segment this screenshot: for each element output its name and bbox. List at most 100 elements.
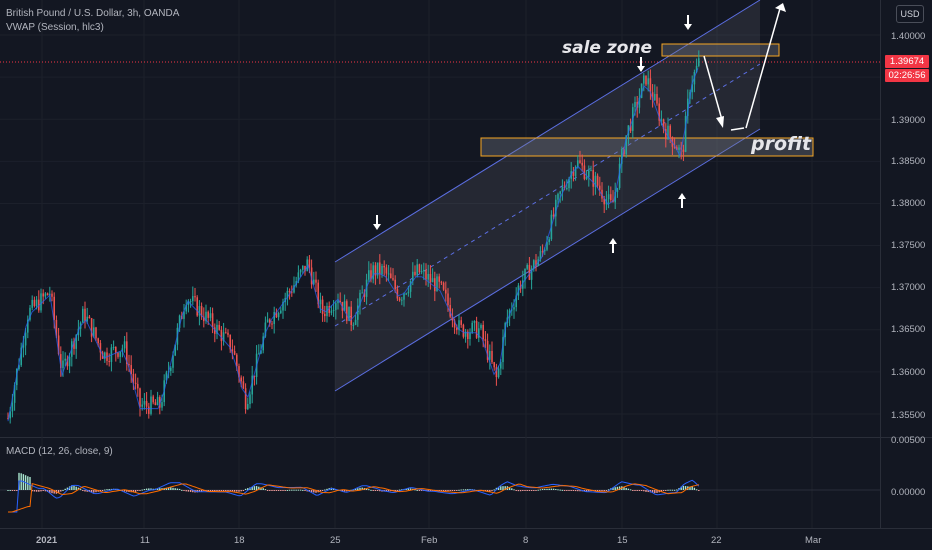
candle-body — [328, 305, 330, 313]
candle-body — [651, 92, 654, 101]
macd-histogram-bar — [416, 489, 418, 491]
candle-body — [137, 384, 139, 389]
candle-body — [568, 178, 570, 189]
candle-body — [128, 363, 130, 366]
macd-histogram-bar — [35, 490, 38, 492]
macd-histogram-bar — [101, 490, 104, 491]
macd-histogram-bar — [315, 490, 317, 493]
candle-body — [11, 402, 14, 412]
candle-body — [288, 290, 291, 292]
macd-histogram-bar — [143, 489, 146, 491]
macd-histogram-bar — [178, 488, 181, 490]
symbol-legend[interactable]: British Pound / U.S. Dollar, 3h, OANDA — [6, 8, 180, 19]
macd-histogram-bar — [33, 490, 36, 492]
candle-body — [148, 406, 150, 414]
macd-histogram-bar — [159, 488, 161, 490]
arrow-up-icon — [678, 193, 686, 199]
candle-body — [548, 239, 550, 243]
candle-body — [27, 319, 29, 333]
macd-histogram-bar — [64, 488, 66, 490]
macd-histogram-bar — [185, 490, 187, 492]
candle-body — [638, 97, 641, 108]
macd-histogram-bar — [148, 488, 150, 490]
macd-histogram-bar — [156, 488, 159, 490]
candle-body — [354, 319, 357, 325]
candle-body — [486, 340, 489, 360]
candle-body — [392, 278, 394, 280]
macd-histogram-bar — [491, 490, 493, 492]
candle-body — [385, 267, 388, 274]
candle-body — [172, 355, 174, 368]
macd-histogram-bar — [596, 490, 599, 491]
macd-histogram-bar — [247, 488, 249, 490]
candle-body — [174, 344, 176, 356]
candle-body — [357, 305, 359, 320]
candle-body — [46, 293, 49, 296]
candle-body — [614, 192, 616, 203]
candle-body — [577, 160, 579, 167]
candle-body — [528, 265, 531, 280]
macd-histogram-bar — [511, 488, 513, 490]
candle-body — [546, 242, 548, 250]
macd-histogram-bar — [638, 490, 641, 491]
macd-histogram-bar — [40, 490, 42, 492]
candle-body — [117, 352, 119, 357]
macd-histogram-bar — [601, 490, 603, 491]
profit-zone — [480, 137, 814, 157]
candle-body — [676, 147, 678, 150]
candle-body — [332, 309, 335, 311]
candle-body — [407, 291, 410, 294]
candle-body — [561, 186, 564, 192]
candle-body — [112, 346, 115, 348]
profit-label: profit — [751, 133, 812, 155]
candle-body — [524, 268, 526, 281]
candle-body — [691, 84, 693, 93]
macd-legend[interactable]: MACD (12, 26, close, 9) — [6, 446, 113, 457]
macd-histogram-bar — [255, 486, 258, 490]
macd-histogram-bar — [427, 490, 429, 492]
macd-histogram-bar — [357, 488, 359, 490]
currency-button[interactable]: USD — [896, 5, 924, 23]
candle-body — [207, 311, 209, 318]
macd-histogram-bar — [618, 486, 621, 490]
candle-body — [99, 343, 102, 353]
candle-body — [185, 305, 187, 312]
candle-body — [266, 319, 269, 323]
macd-histogram-bar — [75, 486, 77, 490]
candle-body — [203, 316, 205, 322]
candle-body — [368, 270, 370, 280]
candle-body — [526, 265, 528, 269]
macd-histogram-bar — [44, 490, 47, 492]
candle-body — [660, 119, 663, 121]
macd-histogram-bar — [361, 487, 363, 490]
macd-histogram-bar — [667, 489, 669, 491]
candle-body — [390, 273, 392, 279]
candle-body — [403, 293, 405, 300]
macd-histogram-bar — [695, 489, 698, 491]
candle-body — [425, 269, 427, 280]
candle-body — [574, 166, 577, 176]
candle-body — [319, 299, 322, 305]
candle-body — [363, 292, 366, 297]
candle-body — [436, 276, 438, 292]
macd-histogram-bar — [645, 490, 647, 492]
candle-body — [321, 299, 324, 314]
candle-body — [640, 83, 643, 98]
vwap-legend[interactable]: VWAP (Session, hlc3) — [6, 22, 104, 33]
candle-body — [66, 358, 69, 367]
candle-body — [372, 265, 374, 280]
candle-body — [350, 306, 352, 325]
macd-histogram-bar — [324, 489, 326, 491]
candle-body — [304, 265, 306, 272]
candle-body — [189, 301, 192, 303]
candle-body — [579, 160, 581, 163]
candle-body — [346, 301, 348, 321]
macd-histogram-bar — [288, 489, 291, 491]
candle-body — [583, 165, 586, 179]
candle-body — [513, 307, 515, 310]
candle-body — [398, 298, 401, 301]
candle-body — [165, 372, 168, 381]
macd-histogram-bar — [502, 486, 504, 490]
